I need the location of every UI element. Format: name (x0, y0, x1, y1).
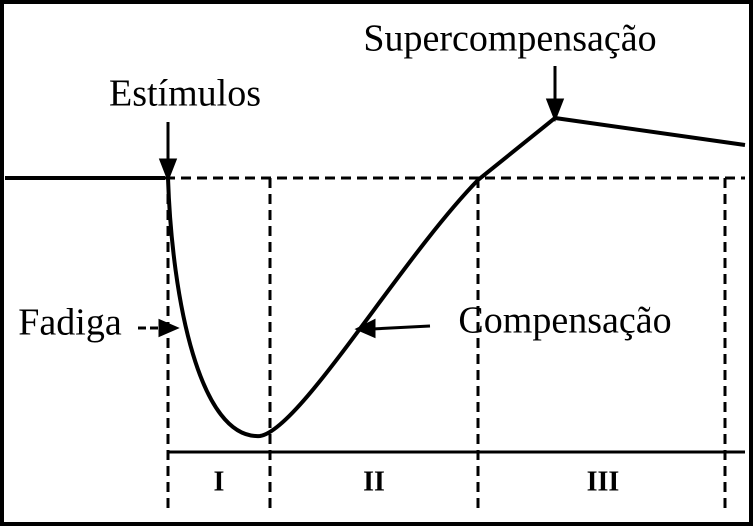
arrowhead (354, 318, 376, 339)
label: Fadiga (18, 302, 122, 344)
phase-label: I (214, 466, 225, 497)
grid (5, 176, 745, 512)
arrowhead (158, 158, 178, 183)
label: Supercompensação (363, 18, 656, 60)
label: Compensação (458, 300, 671, 342)
label: Estímulos (109, 73, 261, 115)
phase-label: III (587, 466, 620, 497)
arrowhead (545, 98, 565, 123)
arrow (371, 324, 431, 331)
arrows (138, 66, 565, 339)
arrowhead (158, 318, 180, 338)
phase-label: II (363, 466, 385, 497)
curve (166, 115, 746, 439)
